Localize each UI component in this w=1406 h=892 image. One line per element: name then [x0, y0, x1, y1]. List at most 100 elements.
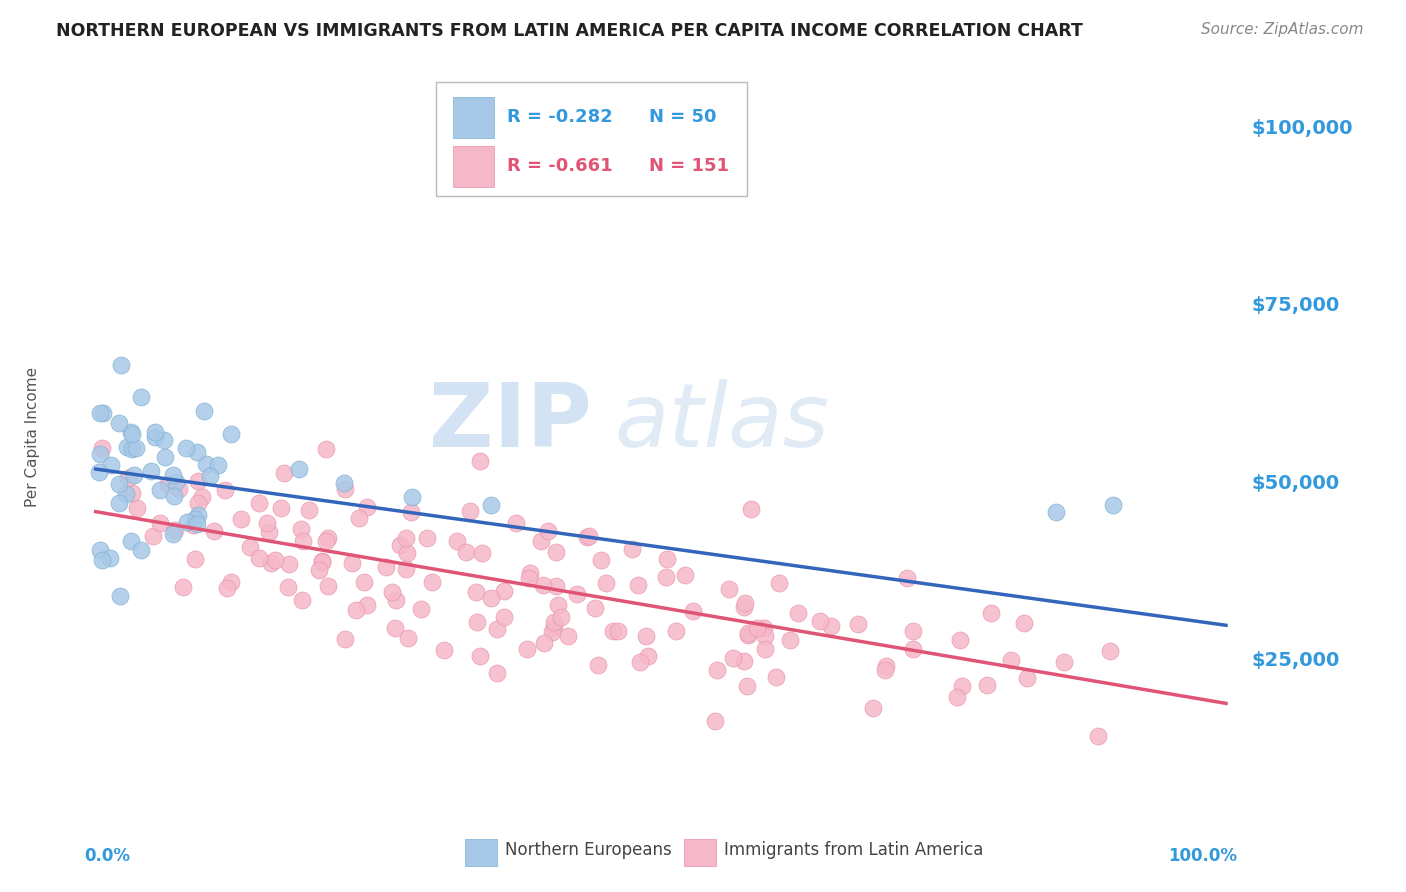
Point	[333, 476, 356, 491]
Point	[389, 538, 412, 552]
Point	[820, 618, 842, 632]
Point	[409, 601, 432, 615]
Point	[342, 556, 364, 570]
Point	[98, 550, 121, 565]
Point	[416, 532, 439, 546]
Point	[395, 546, 418, 560]
Text: Northern Europeans: Northern Europeans	[505, 841, 672, 859]
Point	[115, 440, 138, 454]
Point	[381, 585, 404, 599]
Point	[401, 491, 423, 505]
Point	[607, 624, 630, 638]
Point	[153, 433, 176, 447]
Point	[1087, 729, 1109, 743]
Point	[91, 553, 114, 567]
Point	[896, 571, 918, 585]
Point	[637, 649, 659, 664]
Point	[270, 500, 292, 515]
Point	[787, 607, 810, 621]
Point	[385, 593, 408, 607]
Point	[288, 462, 311, 476]
Point	[737, 628, 759, 642]
Point	[316, 531, 339, 545]
Point	[901, 624, 924, 639]
Point	[765, 669, 787, 683]
Point	[263, 553, 285, 567]
Point	[277, 557, 299, 571]
Point	[537, 524, 560, 538]
Text: $100,000: $100,000	[1251, 119, 1353, 137]
Point	[665, 624, 688, 639]
Point	[125, 442, 148, 456]
Point	[595, 576, 617, 591]
Point	[198, 469, 221, 483]
Point	[291, 592, 314, 607]
Point	[1053, 655, 1076, 669]
Point	[673, 568, 696, 582]
Point	[181, 518, 204, 533]
Point	[125, 500, 148, 515]
Point	[980, 607, 1002, 621]
Point	[149, 516, 172, 530]
Point	[779, 633, 801, 648]
Point	[505, 516, 527, 530]
Point	[193, 404, 215, 418]
Point	[333, 483, 356, 497]
Point	[583, 601, 606, 615]
Point	[454, 545, 477, 559]
Point	[162, 468, 184, 483]
Point	[273, 466, 295, 480]
Point	[1098, 644, 1121, 658]
Point	[231, 512, 253, 526]
Point	[543, 620, 565, 634]
Point	[108, 477, 131, 491]
Point	[747, 621, 769, 635]
Point	[733, 655, 755, 669]
Point	[446, 533, 468, 548]
Point	[530, 533, 553, 548]
Point	[734, 596, 756, 610]
Point	[344, 602, 367, 616]
Point	[949, 632, 972, 647]
Point	[533, 636, 555, 650]
Point	[586, 657, 609, 672]
Point	[153, 450, 176, 464]
Point	[398, 631, 420, 645]
Point	[754, 621, 776, 635]
Point	[862, 700, 884, 714]
Point	[100, 458, 122, 472]
Point	[1012, 615, 1035, 630]
Text: 0.0%: 0.0%	[84, 847, 131, 864]
Point	[311, 554, 333, 568]
FancyBboxPatch shape	[436, 82, 748, 195]
Text: atlas: atlas	[614, 379, 830, 466]
Point	[315, 534, 337, 549]
Point	[353, 575, 375, 590]
Point	[221, 426, 243, 441]
Point	[297, 503, 319, 517]
Point	[174, 441, 197, 455]
Point	[89, 406, 111, 420]
Point	[576, 530, 599, 544]
Text: ZIP: ZIP	[429, 379, 592, 466]
Point	[260, 556, 283, 570]
Point	[194, 457, 217, 471]
Point	[486, 622, 509, 636]
Point	[316, 579, 339, 593]
Point	[89, 447, 111, 461]
Text: $75,000: $75,000	[1251, 296, 1340, 315]
Point	[89, 542, 111, 557]
Point	[531, 577, 554, 591]
Point	[706, 663, 728, 677]
Text: Immigrants from Latin America: Immigrants from Latin America	[724, 841, 984, 859]
Point	[356, 500, 378, 514]
Point	[458, 504, 481, 518]
Point	[145, 425, 167, 440]
Point	[754, 629, 776, 643]
Text: N = 50: N = 50	[650, 109, 717, 127]
Point	[384, 621, 406, 635]
Text: $50,000: $50,000	[1251, 474, 1340, 492]
Point	[157, 477, 180, 491]
Point	[121, 426, 143, 441]
Point	[395, 532, 418, 546]
